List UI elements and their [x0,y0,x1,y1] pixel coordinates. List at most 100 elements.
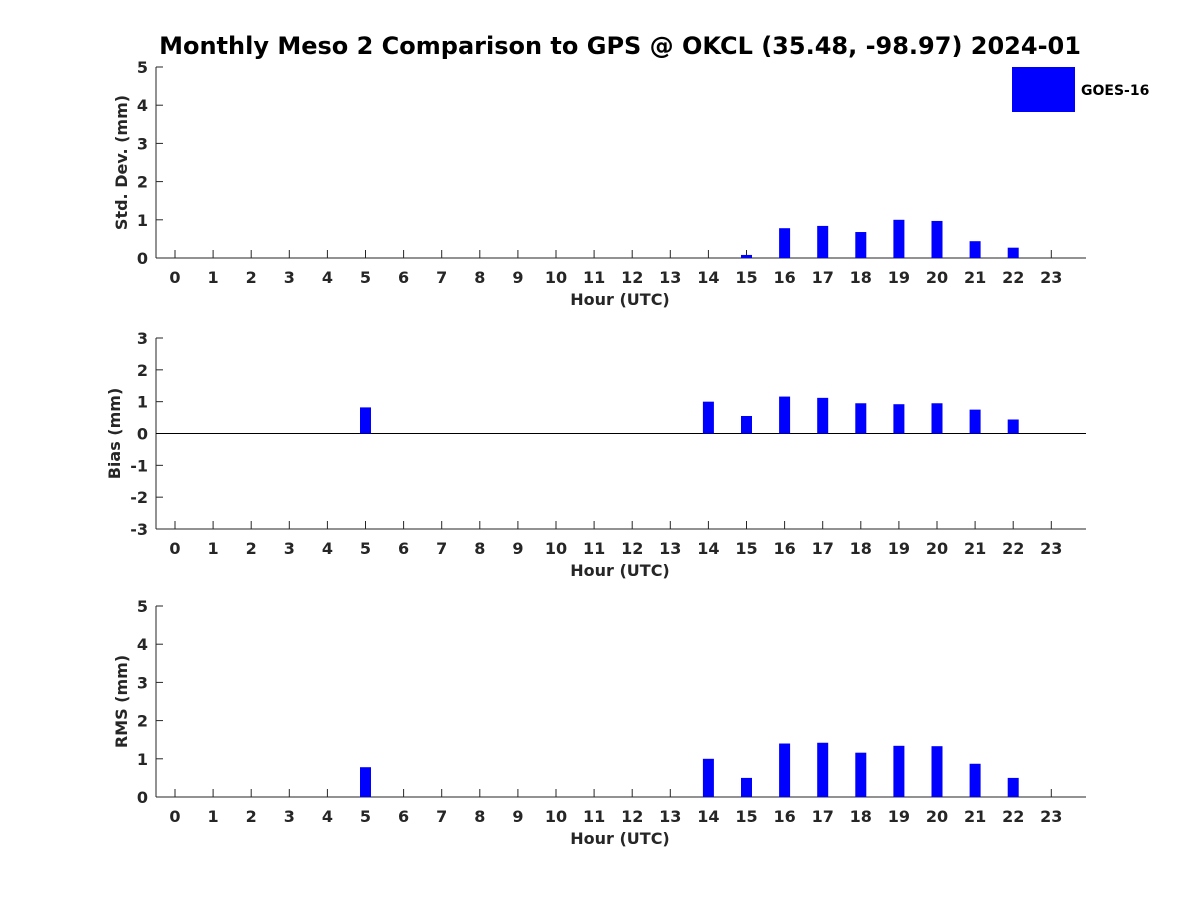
x-tick-label: 3 [284,807,295,826]
y-tick-label: 1 [137,211,148,230]
x-tick-label: 3 [284,268,295,287]
x-tick-label: 11 [583,539,605,558]
bar-hour-22 [1007,419,1019,434]
bar-hour-17 [817,397,829,434]
x-tick-label: 0 [169,539,180,558]
x-tick-label: 10 [545,807,567,826]
x-tick-label: 23 [1040,807,1062,826]
legend-label: GOES-16 [1081,83,1149,99]
x-tick-label: 17 [812,268,834,287]
bar-hour-21 [969,241,981,258]
bar-hour-18 [855,403,867,434]
bar-hour-22 [1007,777,1019,797]
x-tick-label: 7 [436,807,447,826]
x-tick-label: 4 [322,539,333,558]
y-tick-label: 2 [137,173,148,192]
x-tick-label: 16 [773,539,795,558]
x-tick-label: 12 [621,268,643,287]
x-tick-label: 15 [735,807,757,826]
x-tick-label: 1 [208,268,219,287]
y-tick-label: 3 [137,329,148,348]
x-tick-label: 10 [545,268,567,287]
x-tick-label: 20 [926,807,948,826]
x-tick-label: 5 [360,539,371,558]
x-tick-label: 11 [583,807,605,826]
y-axis-label: Bias (mm) [105,388,124,480]
x-tick-label: 16 [773,807,795,826]
bar-hour-14 [702,758,714,797]
x-tick-label: 8 [474,268,485,287]
x-tick-label: 6 [398,268,409,287]
y-axis-label: RMS (mm) [112,655,131,748]
x-tick-label: 23 [1040,539,1062,558]
bar-hour-20 [931,746,943,797]
x-tick-label: 21 [964,807,986,826]
x-tick-label: 9 [512,807,523,826]
y-tick-label: 5 [137,597,148,616]
x-tick-label: 18 [850,539,872,558]
y-tick-label: 2 [137,712,148,731]
chart-title: Monthly Meso 2 Comparison to GPS @ OKCL … [159,32,1081,60]
x-tick-label: 0 [169,268,180,287]
x-tick-label: 0 [169,807,180,826]
x-axis-label: Hour (UTC) [570,829,670,848]
x-tick-label: 22 [1002,807,1024,826]
bar-hour-15 [741,777,752,797]
x-tick-label: 4 [322,807,333,826]
x-tick-label: 7 [436,539,447,558]
y-tick-label: 0 [137,249,148,268]
x-tick-label: 2 [246,268,257,287]
bar-hour-19 [893,219,905,258]
bar-hour-5 [360,407,371,434]
y-tick-label: 5 [137,58,148,77]
bar-hour-18 [855,752,867,797]
x-tick-label: 19 [888,807,910,826]
y-tick-label: -1 [130,456,148,475]
bar-hour-18 [855,232,867,258]
bar-hour-5 [360,767,371,797]
x-tick-label: 20 [926,539,948,558]
x-tick-label: 23 [1040,268,1062,287]
x-tick-label: 10 [545,539,567,558]
x-tick-label: 3 [284,539,295,558]
y-tick-label: 2 [137,361,148,380]
y-tick-label: 0 [137,788,148,807]
x-tick-label: 1 [208,539,219,558]
x-tick-label: 12 [621,807,643,826]
x-tick-label: 6 [398,539,409,558]
x-tick-label: 18 [850,807,872,826]
x-tick-label: 14 [697,268,719,287]
x-tick-label: 15 [735,268,757,287]
x-tick-label: 8 [474,807,485,826]
y-tick-label: 3 [137,673,148,692]
x-tick-label: 5 [360,807,371,826]
x-tick-label: 11 [583,268,605,287]
y-tick-label: 4 [137,96,148,115]
x-tick-label: 15 [735,539,757,558]
x-tick-label: 14 [697,539,719,558]
bar-hour-15 [741,254,752,258]
x-tick-label: 4 [322,268,333,287]
bar-hour-14 [702,401,714,434]
x-axis-label: Hour (UTC) [570,290,670,309]
y-tick-label: 0 [137,425,148,444]
bar-hour-19 [893,745,905,797]
bar-hour-20 [931,403,943,434]
x-tick-label: 8 [474,539,485,558]
y-tick-label: 4 [137,635,148,654]
x-tick-label: 19 [888,268,910,287]
bar-hour-21 [969,763,981,797]
x-axis-label: Hour (UTC) [570,561,670,580]
bar-hour-16 [779,396,791,434]
x-tick-label: 2 [246,539,257,558]
x-tick-label: 16 [773,268,795,287]
bar-hour-17 [817,742,829,797]
x-tick-label: 6 [398,807,409,826]
x-tick-label: 13 [659,539,681,558]
bar-hour-19 [893,404,905,434]
x-tick-label: 7 [436,268,447,287]
